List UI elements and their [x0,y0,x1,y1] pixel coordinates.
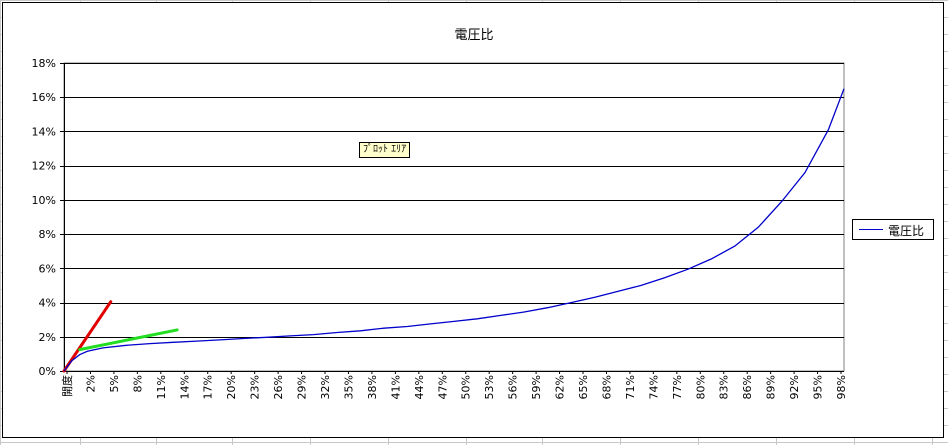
y-tick-label: 12% [32,160,56,173]
x-tick-label: 56% [507,375,520,399]
annotation-green-line [78,328,179,352]
x-tick-label: 83% [718,375,731,399]
x-tick-label: 86% [741,375,754,399]
x-tick-label: 14% [178,375,191,399]
x-tick-label: 95% [812,375,825,399]
x-tick-label: 開度 [60,375,74,397]
annotation-red-line [62,300,113,373]
x-tick-label: 62% [554,375,567,399]
x-tick-label: 32% [319,375,332,399]
x-tick-label: 47% [436,375,449,399]
legend[interactable]: 電圧比 [852,219,934,240]
plot-area [63,62,845,372]
plot-area-tooltip: ﾌﾟﾛｯﾄ ｴﾘｱ [359,142,411,158]
x-tick-label: 77% [671,375,684,399]
x-tick-label: 65% [577,375,590,399]
legend-series-line [859,229,883,230]
x-tick-label: 35% [342,375,355,399]
x-tick-label: 89% [765,375,778,399]
x-tick-label: 20% [225,375,238,399]
x-tick-label: 68% [600,375,613,399]
y-tick-label: 0% [39,365,56,378]
y-tick-label: 2% [39,331,56,344]
series-line [63,88,845,372]
x-tick-label: 38% [366,375,379,399]
y-tick-label: 8% [39,228,56,241]
legend-series-label: 電圧比 [888,224,925,238]
x-tick-label: 11% [155,375,168,399]
x-tick-label: 29% [296,375,309,399]
y-tick-label: 4% [39,297,56,310]
x-tick-label: 92% [788,375,801,399]
x-tick-label: 8% [131,375,144,392]
x-tick-label: 50% [460,375,473,399]
x-tick-label: 23% [249,375,262,399]
y-tick-label: 14% [32,125,56,138]
chart-area[interactable]: 0% 2% 4% 6% 8% 10% 12% 14% 16% 18% 開度 2% 5% 8% 11% 14% 1… [2,2,944,438]
x-tick-label: 41% [389,375,402,399]
y-tick-label: 10% [32,194,56,207]
x-tick-label: 2% [84,375,97,392]
y-tick-label: 6% [39,262,56,275]
x-tick-label: 80% [694,375,707,399]
x-tick-label: 26% [272,375,285,399]
y-tick-label: 18% [32,57,56,70]
x-tick-label: 44% [413,375,426,399]
chart-svg: 0% 2% 4% 6% 8% 10% 12% 14% 16% 18% 開度 2% 5% 8% 11% 14% 1… [32,57,848,399]
chart-title[interactable]: 電圧比 [454,28,494,43]
x-tick-label: 71% [624,375,637,399]
x-tick-label: 98% [835,375,848,399]
y-tick-label: 16% [32,91,56,104]
x-tick-label: 5% [108,375,121,392]
x-tick-label: 59% [530,375,543,399]
x-tick-label: 17% [202,375,215,399]
x-tick-label: 74% [647,375,660,399]
x-tick-label: 53% [483,375,496,399]
